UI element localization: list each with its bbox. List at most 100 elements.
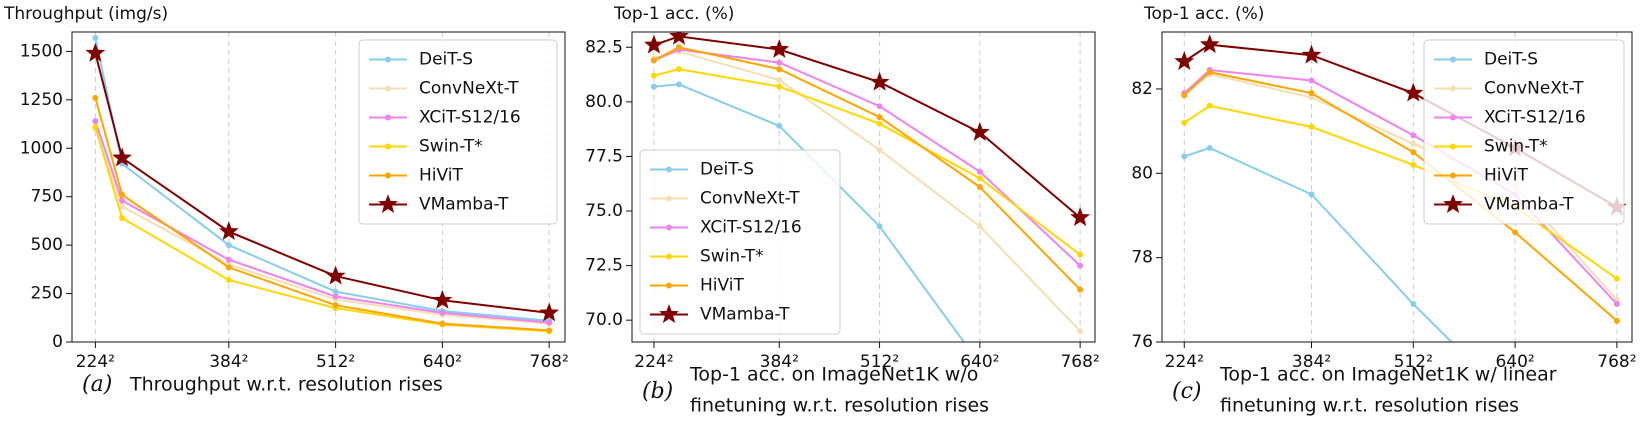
- legend-box: [358, 39, 558, 225]
- point-marker: [776, 66, 783, 73]
- x-tick-label: 640²: [1495, 352, 1534, 372]
- point-marker: [1206, 69, 1213, 76]
- x-tick-label: 384²: [760, 352, 799, 372]
- point-marker: [225, 242, 232, 249]
- plot-frame: [1161, 31, 1633, 343]
- series-layer: [644, 32, 1091, 342]
- point-marker: [650, 83, 657, 90]
- x-tick-label: 512²: [1394, 352, 1433, 372]
- legend-marker: [1450, 114, 1456, 121]
- x-tick-label: 512²: [860, 352, 899, 372]
- y-tick-label: 80.0: [585, 92, 623, 112]
- star-marker: [325, 265, 346, 285]
- caption: finetuning w.r.t. resolution rises: [1220, 395, 1519, 417]
- legend-marker: [1450, 85, 1456, 92]
- point-marker: [1181, 153, 1188, 160]
- plot-frame: [71, 31, 566, 343]
- point-marker: [976, 184, 983, 190]
- star-marker: [769, 39, 790, 58]
- point-marker: [1206, 144, 1213, 151]
- point-marker: [1308, 94, 1315, 101]
- x-tick-label: 512²: [316, 352, 355, 372]
- point-marker: [776, 77, 783, 84]
- y-tick-label: 76: [1131, 332, 1153, 352]
- legend-marker: [659, 304, 679, 323]
- legend-label: Swin-T*: [419, 137, 483, 157]
- star-marker: [1199, 34, 1220, 54]
- series-line: [653, 50, 1081, 332]
- series-line: [94, 128, 550, 325]
- legend-marker: [378, 194, 398, 213]
- x-tick-label: 224²: [76, 352, 115, 372]
- star-marker: [1301, 44, 1322, 64]
- point-marker: [1308, 90, 1315, 97]
- series-line: [94, 97, 550, 332]
- series-line: [1183, 71, 1618, 322]
- y-tick-label: 82: [1131, 79, 1153, 99]
- star-marker: [1403, 82, 1424, 102]
- point-marker: [1613, 301, 1620, 308]
- legend-label: XCiT-S12/16: [700, 218, 802, 238]
- point-marker: [92, 94, 99, 101]
- y-tick-label: 80: [1131, 163, 1153, 183]
- legend-label: DeiT-S: [419, 50, 473, 70]
- point-marker: [439, 309, 446, 316]
- point-marker: [1077, 262, 1084, 269]
- legend-label: VMamba-T: [1484, 195, 1574, 215]
- point-marker: [1181, 119, 1188, 126]
- y-tick-label: 1250: [20, 90, 63, 110]
- star-marker: [969, 121, 990, 141]
- star-marker: [1070, 207, 1091, 226]
- point-marker: [1410, 301, 1417, 308]
- legend-label: HiViT: [419, 166, 463, 186]
- point-marker: [1613, 275, 1620, 282]
- point-marker: [92, 118, 99, 125]
- legend-label: ConvNeXt-T: [1484, 79, 1584, 99]
- caption-label: (a): [82, 372, 112, 397]
- series-layer: [85, 34, 560, 335]
- star-marker: [432, 289, 453, 309]
- point-marker: [976, 223, 983, 230]
- point-marker: [332, 302, 339, 309]
- legend-marker: [385, 172, 391, 179]
- y-tick-label: 750: [31, 187, 63, 207]
- caption-label: (c): [1172, 379, 1202, 404]
- y-tick-label: 82.5: [585, 37, 623, 57]
- point-marker: [1077, 286, 1084, 293]
- y-axis-label: Throughput (img/s): [3, 4, 168, 24]
- star-marker: [85, 42, 106, 62]
- star-marker: [669, 32, 689, 45]
- legend-marker: [666, 282, 672, 289]
- legend-marker: [1450, 143, 1456, 150]
- point-marker: [876, 146, 883, 153]
- legend-marker: [385, 114, 391, 121]
- series-line: [653, 46, 1081, 291]
- star-marker: [218, 221, 239, 240]
- y-tick-label: 78: [1131, 248, 1153, 268]
- legend-marker: [666, 166, 672, 173]
- caption: Throughput w.r.t. resolution rises: [129, 374, 443, 396]
- point-marker: [776, 59, 783, 66]
- legend-marker: [666, 224, 672, 231]
- y-tick-label: 250: [31, 284, 63, 304]
- point-marker: [1410, 140, 1417, 147]
- legend-label: XCiT-S12/16: [1484, 108, 1586, 128]
- y-tick-label: 500: [31, 235, 63, 255]
- point-marker: [546, 319, 553, 326]
- series-line: [94, 120, 550, 324]
- legend-label: HiViT: [1484, 166, 1528, 186]
- point-marker: [332, 288, 339, 295]
- legend-marker: [666, 253, 672, 260]
- legend-label: XCiT-S12/16: [419, 108, 521, 128]
- point-marker: [676, 66, 683, 73]
- star-marker: [1174, 51, 1195, 70]
- y-axis-label: Top-1 acc. (%): [613, 4, 734, 24]
- point-marker: [1308, 191, 1315, 198]
- point-marker: [676, 44, 683, 51]
- point-marker: [92, 123, 99, 130]
- series-line: [653, 48, 1081, 267]
- legend-marker: [1450, 172, 1456, 179]
- x-tick-label: 768²: [530, 352, 569, 372]
- legend-label: VMamba-T: [419, 195, 509, 215]
- point-marker: [776, 83, 783, 90]
